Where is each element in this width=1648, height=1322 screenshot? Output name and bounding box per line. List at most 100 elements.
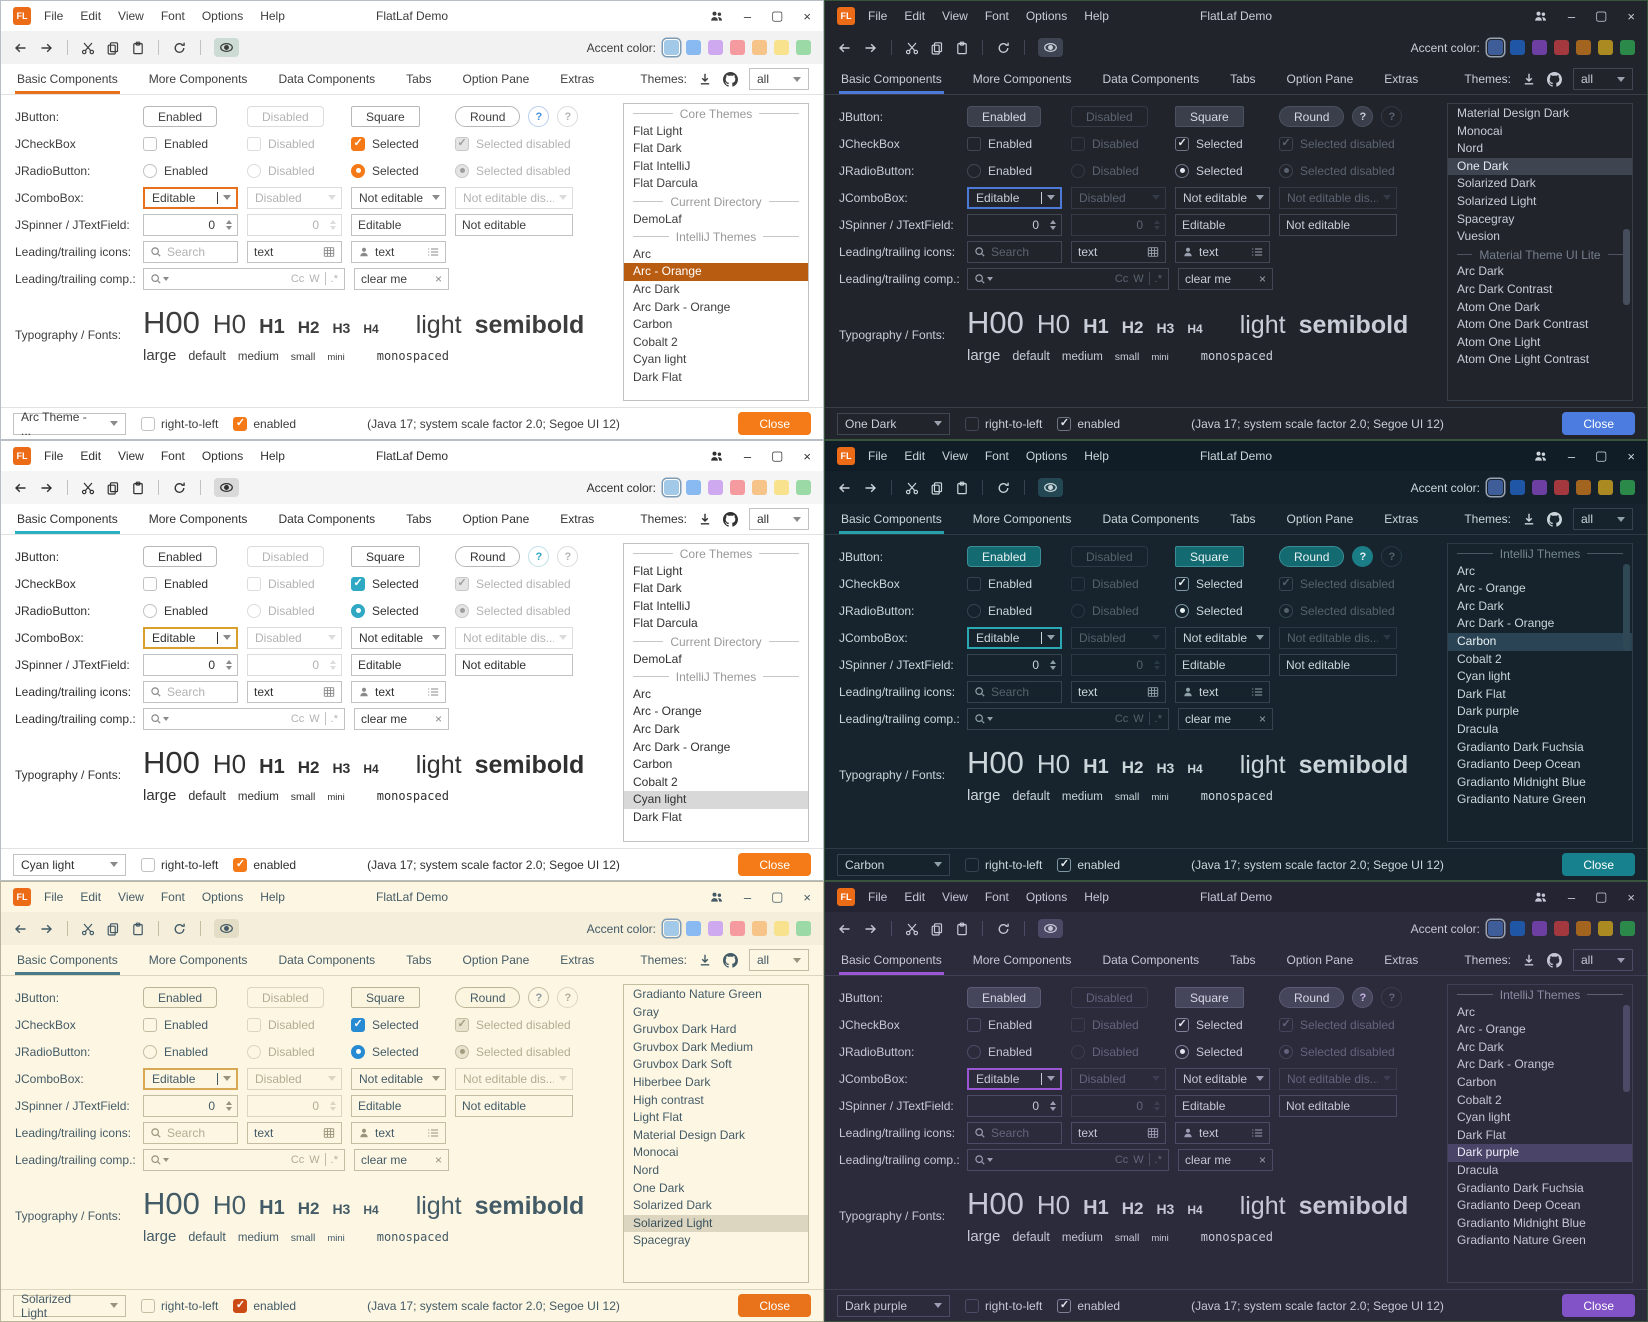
theme-item[interactable]: Gradianto Midnight Blue <box>1457 774 1586 789</box>
textfield-editable[interactable]: Editable <box>1175 653 1270 676</box>
close-icon[interactable]: × <box>803 448 811 464</box>
theme-item[interactable]: One Dark <box>1448 157 1632 176</box>
table-icon[interactable] <box>1147 686 1159 698</box>
text-field-table[interactable]: text <box>247 680 342 703</box>
table-icon[interactable] <box>323 1127 335 1139</box>
radio-selected[interactable] <box>351 603 365 618</box>
theme-item[interactable]: Gruvbox Dark Hard <box>633 1022 737 1037</box>
cut-icon[interactable] <box>81 481 95 495</box>
theme-item[interactable]: DemoLaf <box>633 211 682 226</box>
checkbox-selected[interactable] <box>1175 576 1189 591</box>
list-icon[interactable] <box>1251 246 1263 258</box>
theme-item[interactable]: Vuesion <box>1457 229 1500 244</box>
clear-icon[interactable]: × <box>434 1152 442 1167</box>
checkbox-enabled[interactable] <box>967 576 981 591</box>
accent-swatch[interactable] <box>1510 40 1525 55</box>
tab-basic-components[interactable]: Basic Components <box>15 72 120 94</box>
checkbox-enabled[interactable] <box>967 136 981 151</box>
theme-item[interactable]: Arc <box>633 686 651 701</box>
regex-button[interactable]: .* <box>1154 272 1162 285</box>
search-dropdown-icon[interactable] <box>150 273 169 285</box>
search-dropdown-icon[interactable] <box>974 713 993 725</box>
checkbox-selected[interactable] <box>1175 1017 1189 1032</box>
checkbox[interactable] <box>141 857 155 872</box>
menu-help[interactable]: Help <box>1084 890 1109 904</box>
theme-item[interactable]: Cobalt 2 <box>633 774 678 789</box>
menu-font[interactable]: Font <box>984 9 1009 23</box>
accent-swatch[interactable] <box>774 40 789 55</box>
accent-swatch[interactable] <box>664 480 679 495</box>
text-field-table[interactable]: text <box>1071 240 1166 263</box>
radio-enabled[interactable] <box>967 163 981 178</box>
right-to-left-checkbox[interactable]: right-to-left <box>141 416 218 431</box>
spinner[interactable]: 0 <box>143 213 238 236</box>
clearable-field[interactable]: clear me × <box>354 267 449 290</box>
clear-icon[interactable]: × <box>1258 1152 1266 1167</box>
search-with-options-field[interactable]: Cc W .* <box>143 1148 345 1171</box>
close-icon[interactable]: × <box>1627 448 1635 464</box>
accent-swatch[interactable] <box>708 480 723 495</box>
text-field-table[interactable]: text <box>1071 680 1166 703</box>
copy-icon[interactable] <box>930 481 944 495</box>
list-icon[interactable] <box>427 246 439 258</box>
minimize-icon[interactable]: – <box>743 889 752 905</box>
text-field-person[interactable]: text <box>1175 1121 1270 1144</box>
whole-word-button[interactable]: W <box>1133 712 1144 725</box>
theme-item[interactable]: Arc Dark <box>633 721 680 736</box>
theme-item[interactable]: Arc Dark <box>1457 1039 1504 1054</box>
theme-item[interactable]: Solarized Dark <box>633 1198 712 1213</box>
checkbox-enabled[interactable] <box>143 1017 157 1032</box>
clear-icon[interactable]: × <box>434 711 442 726</box>
theme-combo[interactable]: Carbon <box>837 853 950 876</box>
regex-button[interactable]: .* <box>330 1153 338 1166</box>
github-icon[interactable] <box>723 952 738 968</box>
list-icon[interactable] <box>427 1127 439 1139</box>
spinner-down-icon[interactable] <box>225 665 232 673</box>
accent-swatch[interactable] <box>1554 480 1569 495</box>
spinner-up-icon[interactable] <box>225 1098 232 1105</box>
themes-filter-combo[interactable]: all <box>1573 508 1633 530</box>
textfield-editable[interactable]: Editable <box>1175 1094 1270 1117</box>
tab-data-components[interactable]: Data Components <box>1102 953 1200 967</box>
theme-item[interactable]: Dracula <box>1457 1162 1499 1177</box>
right-to-left-checkbox[interactable]: right-to-left <box>965 1298 1042 1313</box>
minimize-icon[interactable]: – <box>1567 889 1576 905</box>
theme-list-scrollbar[interactable] <box>1623 106 1630 398</box>
menu-options[interactable]: Options <box>1025 890 1068 904</box>
combobox-not-editable[interactable]: Not editable <box>351 186 446 209</box>
spinner-down-icon[interactable] <box>1049 665 1056 673</box>
refresh-icon[interactable] <box>996 481 1011 495</box>
tab-more-components[interactable]: More Components <box>148 953 248 967</box>
accent-swatch[interactable] <box>774 480 789 495</box>
checkbox[interactable] <box>141 416 155 431</box>
square-button[interactable]: Square <box>351 546 420 567</box>
search-field[interactable]: Search <box>143 1121 238 1144</box>
right-to-left-checkbox[interactable]: right-to-left <box>141 1298 218 1313</box>
copy-icon[interactable] <box>106 41 120 55</box>
regex-button[interactable]: .* <box>1154 1153 1162 1166</box>
checkbox[interactable] <box>233 857 248 872</box>
theme-item[interactable]: Gray <box>633 1004 660 1019</box>
spinner[interactable]: 0 <box>967 1094 1062 1117</box>
theme-item[interactable]: Arc Dark - Orange <box>1457 616 1555 631</box>
themes-filter-combo[interactable]: all <box>749 68 809 90</box>
checkbox-selected[interactable] <box>351 1017 365 1032</box>
theme-item[interactable]: Gradianto Nature Green <box>1457 1233 1586 1248</box>
tab-extras[interactable]: Extras <box>1384 953 1419 967</box>
round-button[interactable]: Round <box>455 987 521 1008</box>
menu-edit[interactable]: Edit <box>904 890 926 904</box>
table-icon[interactable] <box>323 686 335 698</box>
theme-item[interactable]: Arc <box>633 246 651 261</box>
accent-swatch[interactable] <box>1598 40 1613 55</box>
eye-icon[interactable] <box>1038 38 1063 57</box>
search-field[interactable]: Search <box>967 680 1062 703</box>
accent-swatch[interactable] <box>1620 480 1635 495</box>
menu-file[interactable]: File <box>868 449 888 463</box>
text-field-person[interactable]: text <box>351 1121 446 1144</box>
eye-icon[interactable] <box>1038 478 1063 497</box>
whole-word-button[interactable]: W <box>1133 272 1144 285</box>
users-icon[interactable] <box>709 890 724 904</box>
back-icon[interactable] <box>13 481 28 495</box>
accent-swatch[interactable] <box>796 480 811 495</box>
tab-option-pane[interactable]: Option Pane <box>462 953 530 967</box>
